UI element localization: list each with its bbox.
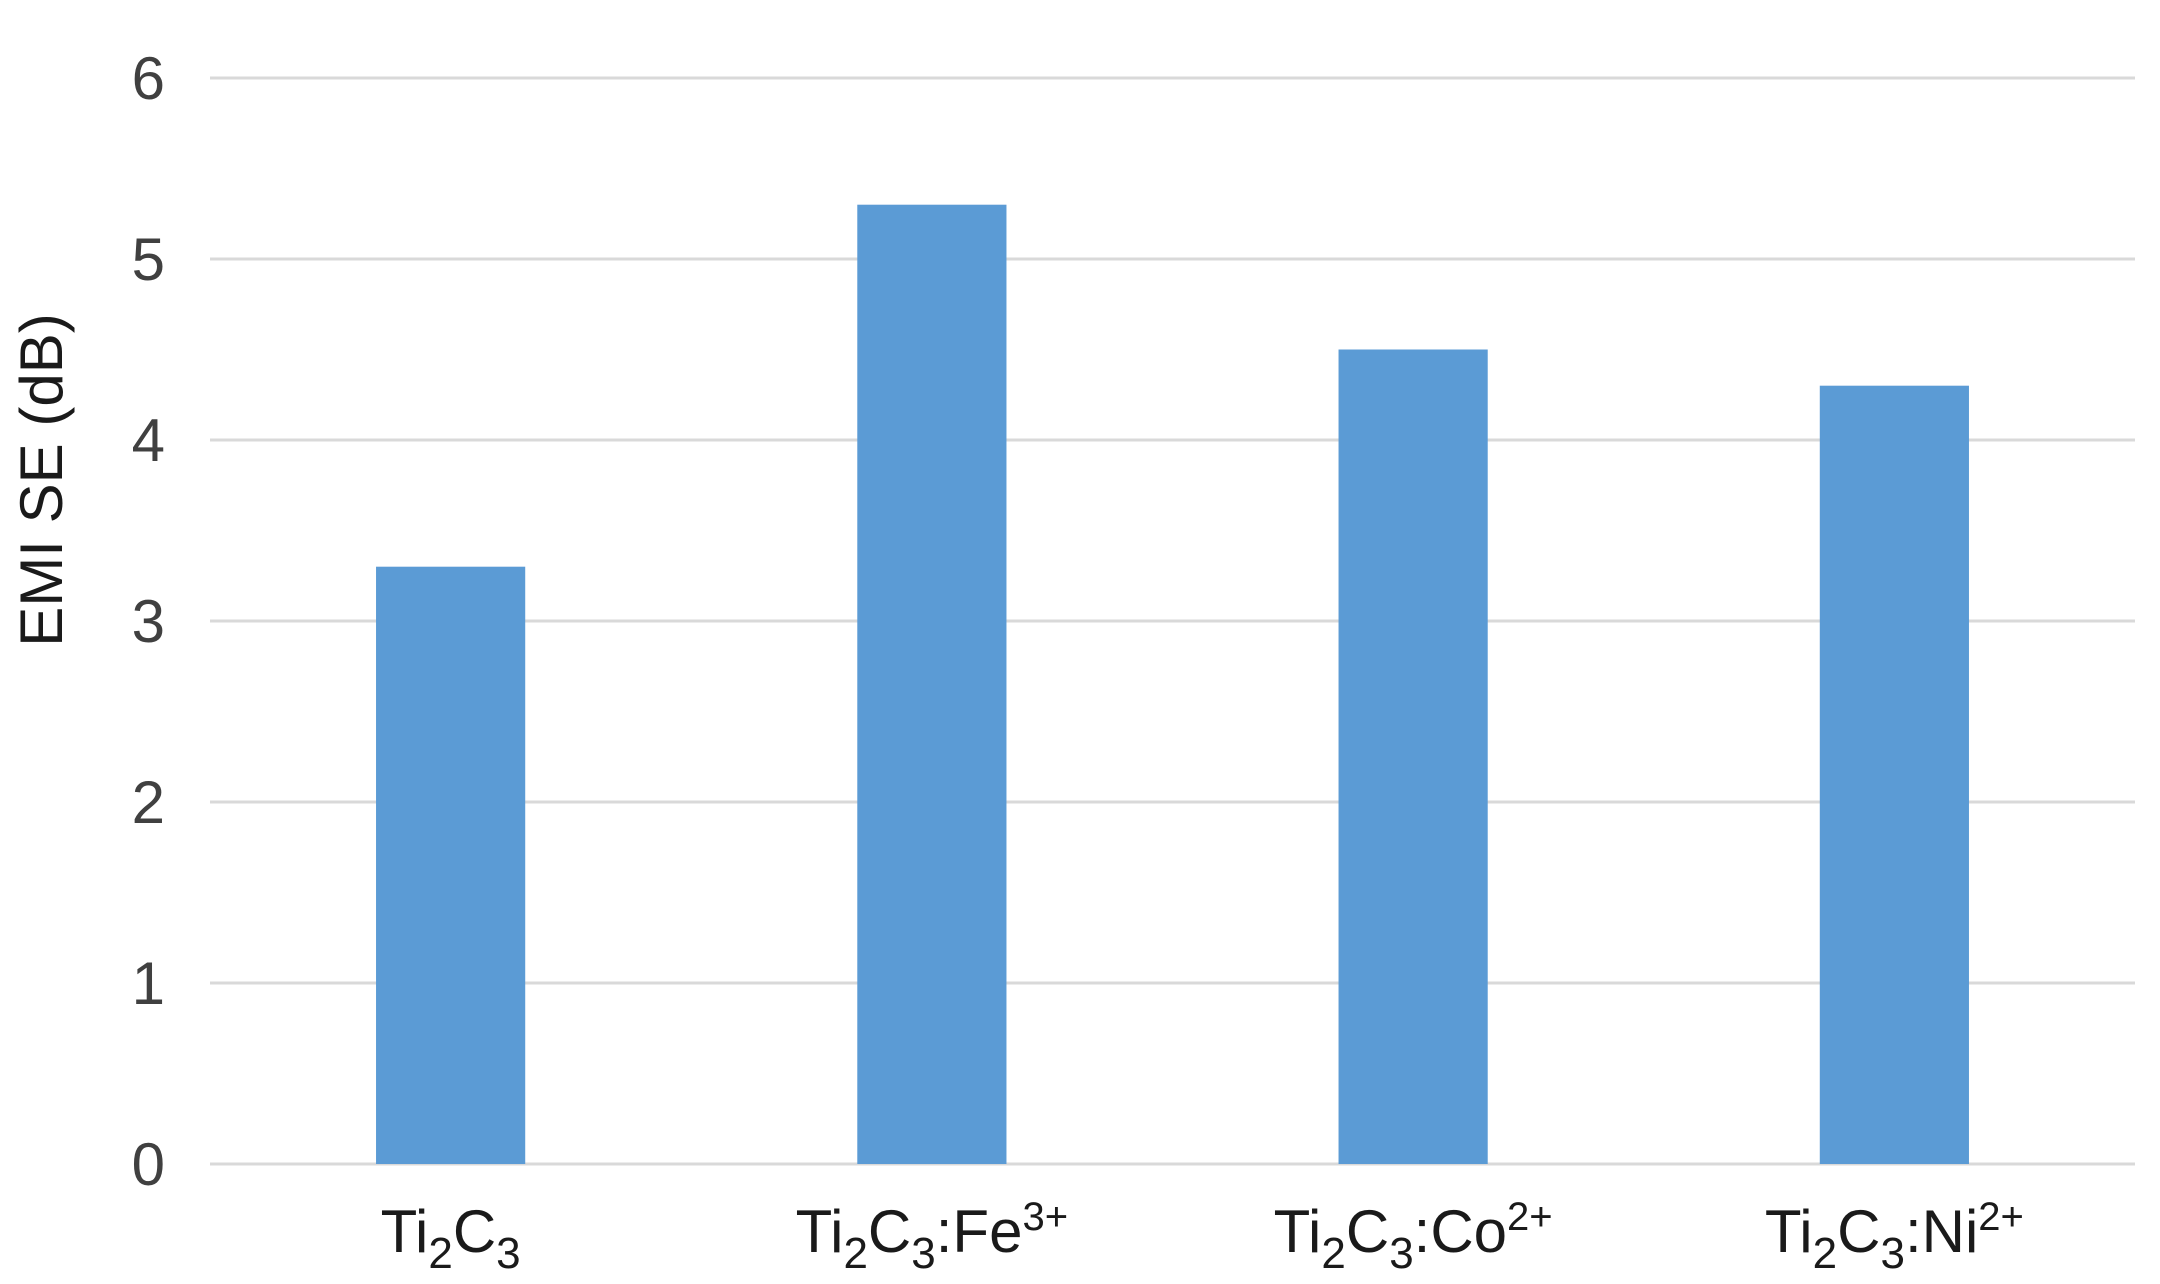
- x-tick-label: Ti2C3:Ni2+: [1765, 1195, 2024, 1278]
- bar: [857, 204, 1007, 1164]
- bar: [1819, 385, 1969, 1164]
- x-tick-label: Ti2C3:Co2+: [1274, 1195, 1553, 1278]
- x-tick-label: Ti2C3: [381, 1198, 521, 1278]
- y-tick-label: 6: [132, 45, 165, 112]
- y-tick-label: 0: [132, 1131, 165, 1198]
- y-tick-label: 5: [132, 226, 165, 293]
- gridlines: [210, 76, 2135, 1166]
- y-tick-label: 3: [132, 588, 165, 655]
- bar: [1338, 349, 1488, 1164]
- y-tick-label: 2: [132, 769, 165, 836]
- y-axis-title: EMI SE (dB): [8, 313, 75, 646]
- y-tick-label: 1: [132, 950, 165, 1017]
- x-tick-label: Ti2C3:Fe3+: [796, 1195, 1068, 1278]
- bars: [376, 204, 1969, 1164]
- x-axis-labels: Ti2C3 Ti2C3:Fe3+ Ti2C3:Co2+ Ti2C3:Ni2+: [381, 1195, 2024, 1278]
- bar: [376, 566, 526, 1164]
- y-tick-label: 4: [132, 407, 165, 474]
- y-axis-ticks: 0 1 2 3 4 5 6: [132, 45, 165, 1198]
